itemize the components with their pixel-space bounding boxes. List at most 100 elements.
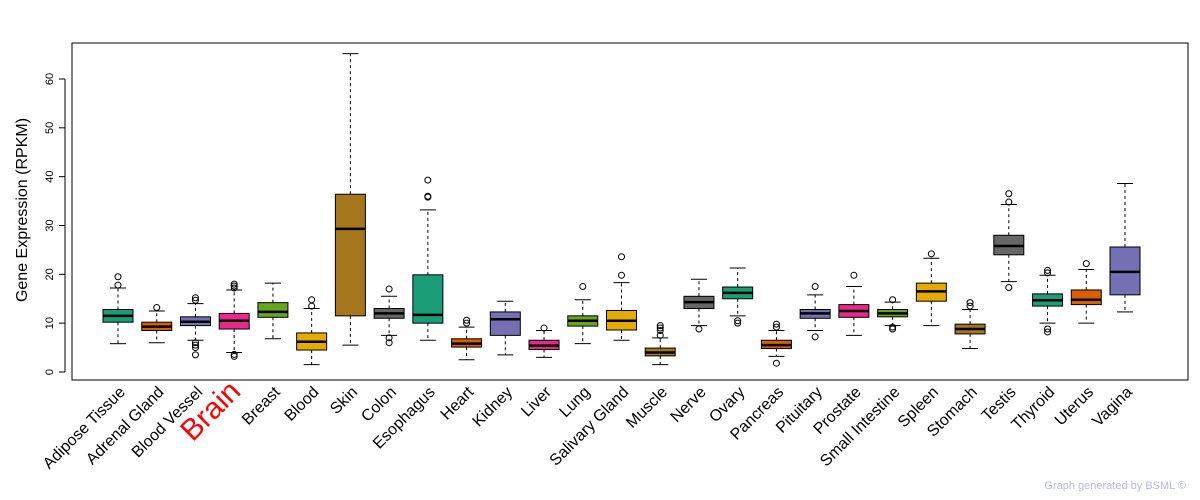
box-nerve <box>683 278 715 333</box>
outlier-point <box>772 320 780 328</box>
outlier-point <box>656 331 664 339</box>
outlier-point <box>1005 190 1013 198</box>
x-tick-label: Uterus <box>1052 384 1097 429</box>
box-ovary <box>722 267 754 327</box>
box-prostate <box>838 271 870 336</box>
box-blood-vessel <box>179 294 211 359</box>
box-pancreas <box>760 320 792 367</box>
y-axis-label: Gene Expression (RPKM) <box>14 118 31 302</box>
outlier-point <box>385 334 393 342</box>
y-tick-label: 20 <box>44 268 56 280</box>
x-tick-label: Muscle <box>623 384 671 432</box>
outlier-point <box>966 302 974 310</box>
box-thyroid <box>1032 266 1064 336</box>
outlier-point <box>811 283 819 291</box>
outlier-point <box>772 323 780 331</box>
outlier-point <box>463 319 471 327</box>
outlier-point <box>191 339 199 347</box>
outlier-point <box>927 250 935 258</box>
outlier-point <box>579 283 587 291</box>
box-adipose-tissue <box>102 273 134 345</box>
iqr-box <box>489 311 521 336</box>
x-tick-label: Breast <box>239 383 284 428</box>
y-tick-label: 60 <box>44 73 56 85</box>
outlier-point <box>191 351 199 359</box>
outlier-point <box>308 296 316 304</box>
outlier-point <box>734 317 742 325</box>
box-stomach <box>954 299 986 350</box>
outlier-point <box>1044 269 1052 277</box>
outlier-point <box>1044 325 1052 333</box>
outlier-point <box>618 253 625 261</box>
outlier-point <box>889 323 897 331</box>
outlier-point <box>656 322 664 330</box>
box-skin <box>334 53 366 346</box>
outlier-point <box>656 324 664 332</box>
outlier-point <box>734 319 742 327</box>
x-tick-label: Vagina <box>1089 384 1135 430</box>
outlier-point <box>424 176 432 184</box>
outlier-point <box>230 280 238 288</box>
iqr-box <box>334 193 366 317</box>
credit-text: Graph generated by BSML © <box>1044 480 1186 492</box>
outlier-point <box>385 285 393 293</box>
outlier-point <box>1005 284 1013 292</box>
box-spleen <box>915 250 947 327</box>
outlier-point <box>191 294 199 302</box>
outlier-point <box>1044 328 1052 336</box>
iqr-box <box>257 302 289 318</box>
outlier-point <box>191 296 199 304</box>
outlier-point <box>191 344 199 352</box>
y-tick-label: 10 <box>44 317 56 329</box>
outlier-point <box>385 339 393 347</box>
outlier-point <box>114 273 122 281</box>
outlier-point <box>230 284 238 292</box>
box-brain <box>218 280 250 360</box>
outlier-point <box>230 352 238 360</box>
outlier-point <box>656 326 664 334</box>
x-tick-label: Skin <box>327 384 361 418</box>
box-muscle <box>644 322 676 366</box>
y-tick-label: 0 <box>44 369 56 375</box>
y-tick-label: 40 <box>44 171 56 183</box>
box-colon <box>373 285 405 347</box>
box-blood <box>296 296 328 366</box>
x-tick-label: Blood <box>282 384 323 425</box>
y-tick-label: 30 <box>44 219 56 231</box>
box-pituitary <box>799 283 831 341</box>
outlier-point <box>463 316 471 324</box>
box-small-intestine <box>877 296 909 333</box>
outlier-point <box>772 359 780 367</box>
box-esophagus <box>412 176 444 341</box>
x-tick-label: Nerve <box>668 384 710 426</box>
box-liver <box>528 324 560 358</box>
box-vagina <box>1109 183 1141 313</box>
y-tick-label: 50 <box>44 122 56 134</box>
outlier-point <box>230 282 238 290</box>
outlier-point <box>230 350 238 358</box>
box-breast <box>257 282 289 340</box>
box-salivary-gland <box>606 253 637 341</box>
box-kidney <box>489 300 521 356</box>
box-lung <box>567 283 599 345</box>
outlier-point <box>191 341 199 349</box>
plot-frame <box>71 42 1189 381</box>
x-tick-label: Thyroid <box>1009 384 1059 434</box>
outlier-point <box>540 324 548 332</box>
outlier-point <box>114 281 122 289</box>
outlier-point <box>811 333 819 341</box>
outlier-point <box>1082 260 1090 268</box>
x-tick-label: Liver <box>518 383 555 420</box>
outlier-point <box>153 304 161 312</box>
box-adrenal-gland <box>141 304 173 344</box>
outlier-point <box>695 325 703 333</box>
outlier-point <box>1005 198 1013 206</box>
outlier-point <box>850 271 858 279</box>
box-heart <box>451 316 483 361</box>
outlier-point <box>889 296 897 304</box>
outlier-point <box>889 325 897 333</box>
outlier-point <box>618 271 625 279</box>
box-uterus <box>1070 260 1102 324</box>
outlier-point <box>966 299 974 307</box>
